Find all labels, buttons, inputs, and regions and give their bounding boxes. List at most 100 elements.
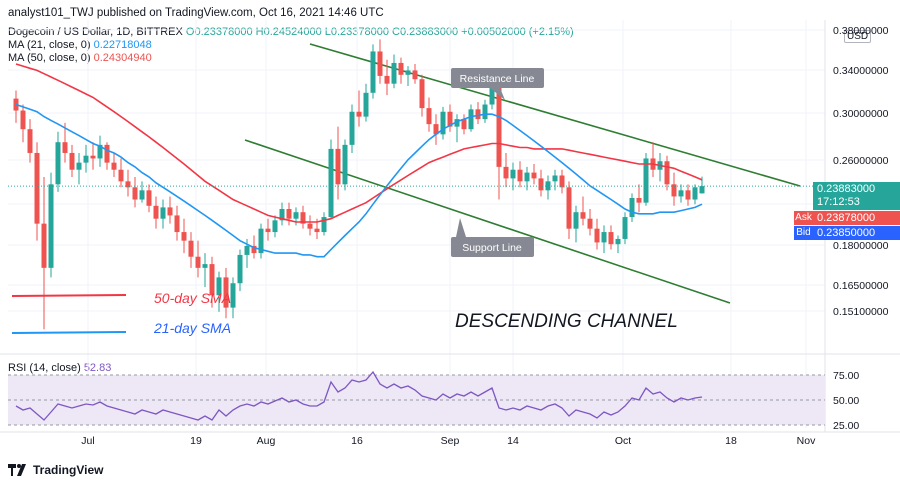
candle-body [356,111,362,117]
candle-body [384,75,390,84]
candles [13,39,705,330]
candle-body [405,70,411,75]
support-line [244,139,731,304]
candle-body [503,166,509,179]
ohlc-values: O0.23378000 H0.24524000 L0.23378000 C0.2… [185,26,574,38]
time-tick-label: Sep [441,435,460,447]
candle-body [482,104,488,120]
symbol-label[interactable]: Dogecoin / US Dollar, 1D, BITTREX [8,26,183,38]
rsi-legend[interactable]: RSI (14, close) 52.83 [8,362,111,374]
ma21-legend[interactable]: MA (21, close, 0) 0.22718048 [8,39,574,52]
channel-annotation: DESCENDING CHANNEL [455,311,678,332]
bid-price: 0.23850000 [813,226,900,240]
candle-body [349,111,355,145]
candle-body [265,228,271,233]
time-tick-label: 14 [507,435,519,447]
candle-body [139,190,145,200]
support-callout-label: Support Line [462,242,522,254]
candle-body [188,240,194,257]
candle-body [153,205,159,219]
candle-body [279,208,285,221]
candle-body [146,190,152,206]
ask-price: 0.23878000 [813,211,900,225]
candle-body [55,142,61,185]
candle-body [671,184,677,197]
bid-label: Bid [794,226,813,240]
price-tick-label: 0.16500000 [833,280,889,292]
candle-body [34,152,40,224]
rsi-value: 52.83 [83,362,112,374]
candle-body [370,51,376,93]
candle-body [48,184,54,268]
time-tick-label: Nov [797,435,816,447]
candle-body [510,169,516,179]
candle-body [132,187,138,200]
candle-body [104,144,110,163]
candle-body [27,129,33,153]
candle-body [608,232,614,245]
candle-body [363,92,369,117]
resistance-callout-pointer [490,88,505,100]
candle-body [538,178,544,191]
currency-badge[interactable]: USD [844,30,872,43]
rsi-tick-label: 50.00 [833,395,859,407]
candle-body [223,277,229,308]
sma21-swatch-line [11,331,127,334]
candle-body [391,62,397,84]
candle-body [300,212,306,224]
symbol-row: Dogecoin / US Dollar, 1D, BITTREX O0.233… [8,26,574,39]
time-tick-label: Jul [81,435,94,447]
candle-countdown: 17:12:53 [817,196,860,208]
ma21-line [15,103,703,258]
candle-body [342,144,348,185]
candle-body [251,245,257,254]
candle-body [601,232,607,243]
candle-body [699,186,705,194]
candle-body [447,111,453,127]
candle-body [489,85,495,105]
price-tick-label: 0.30000000 [833,108,889,120]
ma21-value: 0.22718048 [93,39,152,51]
price-tick-label: 0.34000000 [833,65,889,77]
candle-body [636,197,642,203]
candle-body [573,212,579,229]
candle-body [412,70,418,80]
candle-body [41,223,47,268]
candle-body [692,187,698,200]
candle-body [195,256,201,268]
candle-body [559,175,565,188]
candle-body [62,142,68,153]
candle-body [461,119,467,130]
candle-body [580,212,586,219]
candle-body [426,108,432,125]
candle-body [244,245,250,255]
last-price-tag: 0.23883000 17:12:53 [813,182,900,210]
ma50-value: 0.24304940 [93,52,152,64]
resistance-callout-label: Resistance Line [460,73,535,85]
ask-label: Ask [794,211,813,225]
candle-body [398,62,404,75]
time-tick-label: 16 [351,435,363,447]
candle-body [293,212,299,219]
candle-body [97,144,103,159]
candle-body [76,162,82,170]
candle-body [524,172,530,182]
candle-body [419,79,425,109]
grid [8,20,825,428]
candle-body [202,264,208,268]
candle-body [664,161,670,185]
tradingview-branding[interactable]: TradingView [8,463,103,477]
legend-block: Dogecoin / US Dollar, 1D, BITTREX O0.233… [8,26,574,65]
candle-body [468,109,474,130]
ma50-legend[interactable]: MA (50, close, 0) 0.24304940 [8,52,574,65]
candle-body [181,232,187,241]
sma50-annotation: 50-day SMA [154,290,231,306]
candle-body [454,119,460,127]
ma50-line [15,63,703,223]
moving-averages [8,63,825,258]
sma50-swatch-line [11,294,127,297]
candle-body [258,228,264,254]
candle-body [440,111,446,135]
candle-body [272,220,278,233]
